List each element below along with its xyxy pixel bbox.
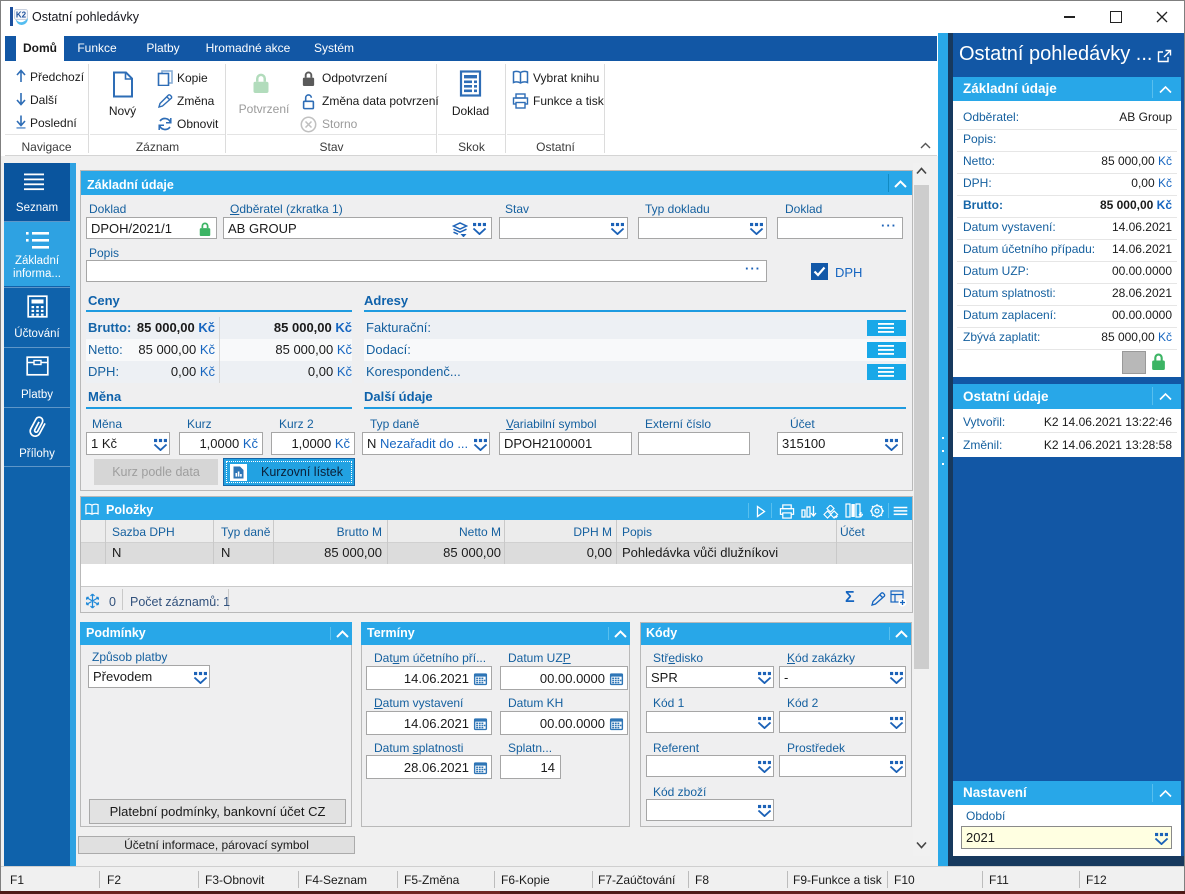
- svg-text:K2: K2: [16, 11, 27, 20]
